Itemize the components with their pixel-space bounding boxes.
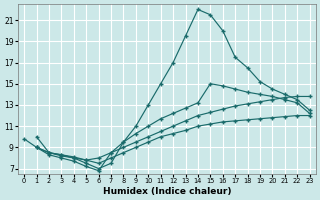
X-axis label: Humidex (Indice chaleur): Humidex (Indice chaleur) (103, 187, 231, 196)
